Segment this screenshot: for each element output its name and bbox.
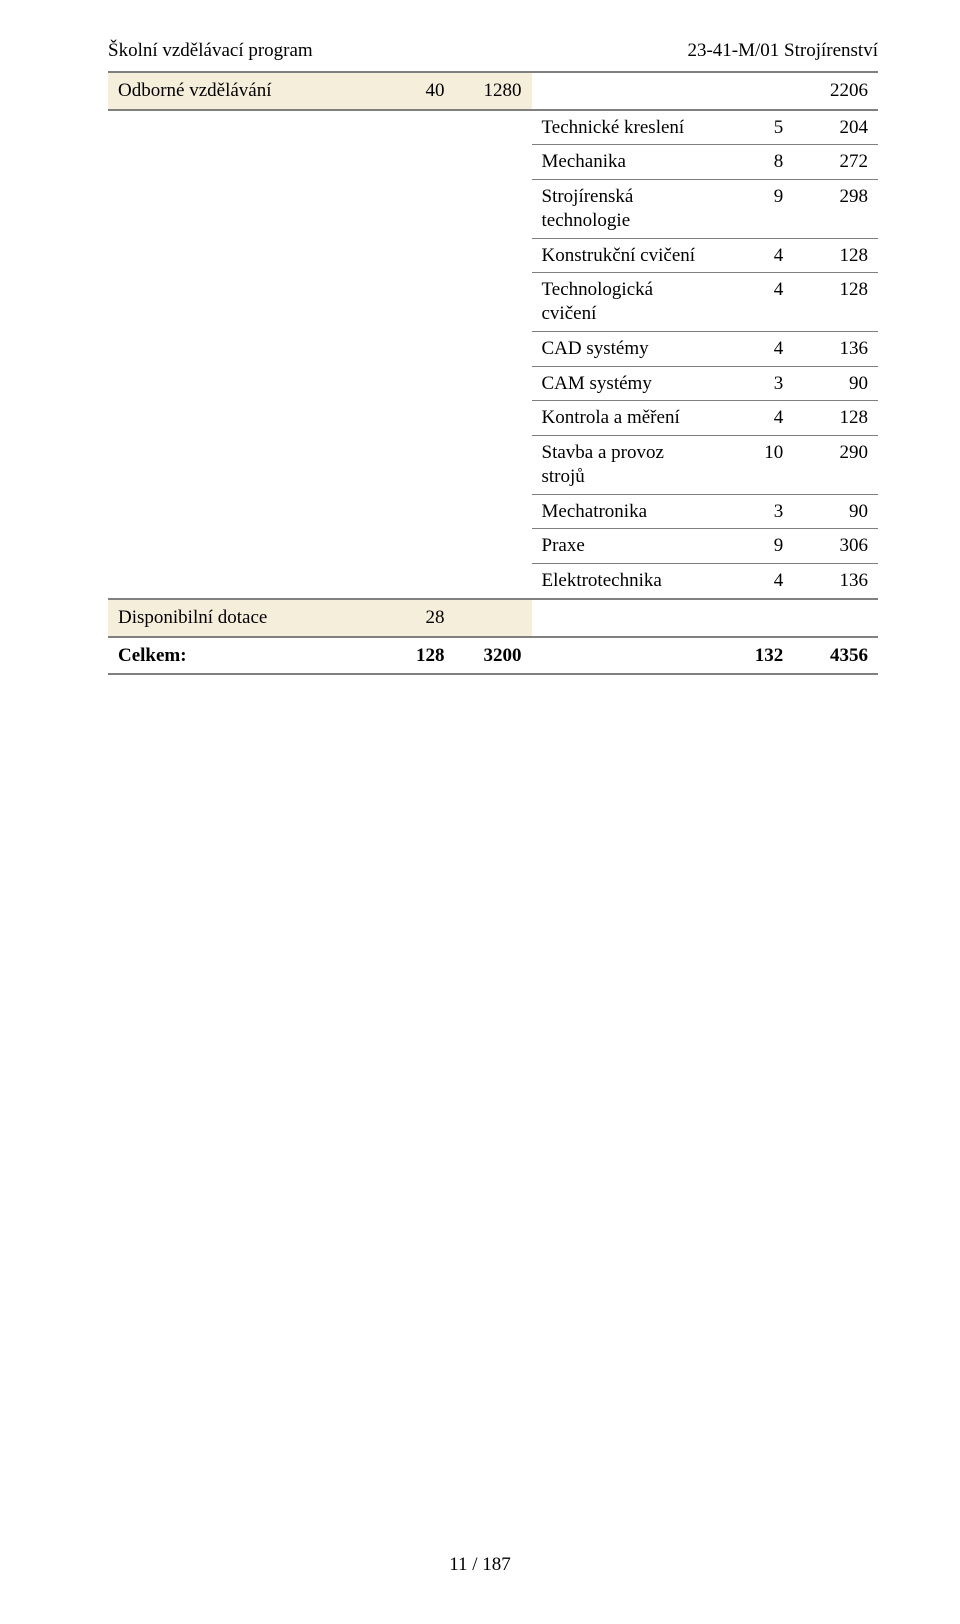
page-number: 11 / 187 xyxy=(0,1554,960,1576)
section-c3: 1280 xyxy=(455,72,532,110)
subject-v2: 90 xyxy=(793,494,878,529)
subject-v1: 4 xyxy=(709,564,794,599)
subject-v2: 290 xyxy=(793,436,878,495)
subject-label: CAM systémy xyxy=(532,366,709,401)
subject-v1: 3 xyxy=(709,366,794,401)
subject-label: Konstrukční cvičení xyxy=(532,238,709,273)
subject-v2: 204 xyxy=(793,110,878,145)
subject-label: Stavba a provoz strojů xyxy=(532,436,709,495)
subject-v2: 90 xyxy=(793,366,878,401)
totals-c6: 4356 xyxy=(793,637,878,675)
subject-label: Elektrotechnika xyxy=(532,564,709,599)
subject-v1: 4 xyxy=(709,273,794,332)
disp-c3 xyxy=(455,599,532,637)
subject-v2: 128 xyxy=(793,401,878,436)
header-left: Školní vzdělávací program xyxy=(108,40,313,63)
subject-v1: 10 xyxy=(709,436,794,495)
page: Školní vzdělávací program 23-41-M/01 Str… xyxy=(0,0,960,1624)
subject-v1: 4 xyxy=(709,401,794,436)
subject-v1: 4 xyxy=(709,238,794,273)
subject-v2: 298 xyxy=(793,180,878,239)
subject-v2: 306 xyxy=(793,529,878,564)
section-c6: 2206 xyxy=(793,72,878,110)
subject-label: CAD systémy xyxy=(532,331,709,366)
totals-c2: 128 xyxy=(385,637,454,675)
section-c5 xyxy=(709,72,794,110)
header-right: 23-41-M/01 Strojírenství xyxy=(687,40,878,63)
subject-v1: 3 xyxy=(709,494,794,529)
subject-v1: 9 xyxy=(709,529,794,564)
subject-v2: 136 xyxy=(793,564,878,599)
subject-label: Technické kreslení xyxy=(532,110,709,145)
allocation-table: Odborné vzdělávání401280 2206 Technické kr… xyxy=(108,71,878,676)
subject-label: Praxe xyxy=(532,529,709,564)
page-header: Školní vzdělávací program 23-41-M/01 Str… xyxy=(108,40,878,63)
subject-label: Mechatronika xyxy=(532,494,709,529)
subject-v2: 128 xyxy=(793,273,878,332)
totals-c4 xyxy=(532,637,709,675)
totals-c3: 3200 xyxy=(455,637,532,675)
subject-v1: 9 xyxy=(709,180,794,239)
section-title: Odborné vzdělávání xyxy=(108,72,385,110)
subject-v1: 8 xyxy=(709,145,794,180)
disp-title: Disponibilní dotace xyxy=(108,599,385,637)
subject-label: Strojírenská technologie xyxy=(532,180,709,239)
totals-title: Celkem: xyxy=(108,637,385,675)
subject-label: Mechanika xyxy=(532,145,709,180)
disp-c5 xyxy=(709,599,794,637)
subject-label: Technologická cvičení xyxy=(532,273,709,332)
subject-v2: 128 xyxy=(793,238,878,273)
subject-v1: 5 xyxy=(709,110,794,145)
disp-c2: 28 xyxy=(385,599,454,637)
section-c2: 40 xyxy=(385,72,454,110)
disp-c6 xyxy=(793,599,878,637)
totals-c5: 132 xyxy=(709,637,794,675)
subject-v1: 4 xyxy=(709,331,794,366)
subject-label: Kontrola a měření xyxy=(532,401,709,436)
disp-c4 xyxy=(532,599,709,637)
section-c4 xyxy=(532,72,709,110)
subject-v2: 272 xyxy=(793,145,878,180)
subject-v2: 136 xyxy=(793,331,878,366)
